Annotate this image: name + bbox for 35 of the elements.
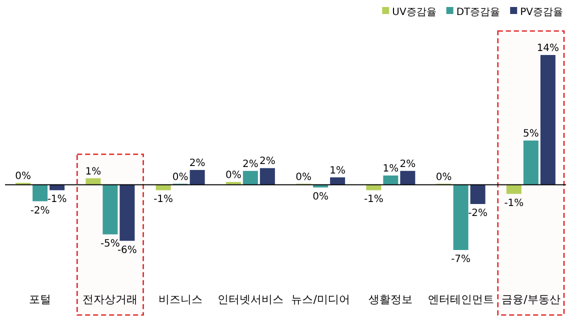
data-label: 0%	[296, 172, 312, 183]
data-label: 0%	[172, 172, 188, 183]
x-tick-label: 인터넷서비스	[217, 293, 284, 306]
legend-label: PV증감율	[520, 7, 563, 18]
data-label: 1%	[330, 165, 346, 176]
data-label: -1%	[154, 194, 174, 206]
data-label: -7%	[451, 254, 471, 265]
x-tick-label: 뉴스/미디어	[291, 293, 350, 306]
data-label: 0%	[15, 170, 31, 182]
data-label: 1%	[85, 166, 102, 178]
data-label: -5%	[100, 238, 120, 250]
data-label: 5%	[523, 128, 539, 140]
data-label: 0%	[226, 170, 242, 181]
data-label: -1%	[364, 194, 384, 206]
x-tick-label: 포털	[29, 293, 52, 306]
data-label: 2%	[189, 158, 206, 169]
data-label: 14%	[536, 43, 560, 54]
legend-label: DT증감율	[456, 7, 500, 18]
data-label: 0%	[436, 172, 452, 183]
data-label: -1%	[504, 198, 524, 209]
data-label: 2%	[260, 156, 276, 168]
legend-label: UV증감율	[392, 7, 436, 18]
data-label: 2%	[400, 158, 416, 170]
data-label: 1%	[382, 163, 399, 174]
x-tick-label: 엔터테인먼트	[428, 293, 494, 306]
x-tick-label: 전자상거래	[82, 293, 138, 306]
data-label: 2%	[242, 158, 258, 170]
data-label: -2%	[30, 205, 50, 216]
data-label: -6%	[117, 244, 137, 256]
data-label: -1%	[47, 194, 67, 206]
x-tick-label: 생활정보	[368, 293, 413, 306]
data-label: 0%	[312, 191, 328, 202]
data-label: -2%	[468, 208, 488, 220]
x-tick-label: 금융/부동산	[502, 293, 560, 306]
x-tick-label: 비즈니스	[158, 293, 202, 306]
